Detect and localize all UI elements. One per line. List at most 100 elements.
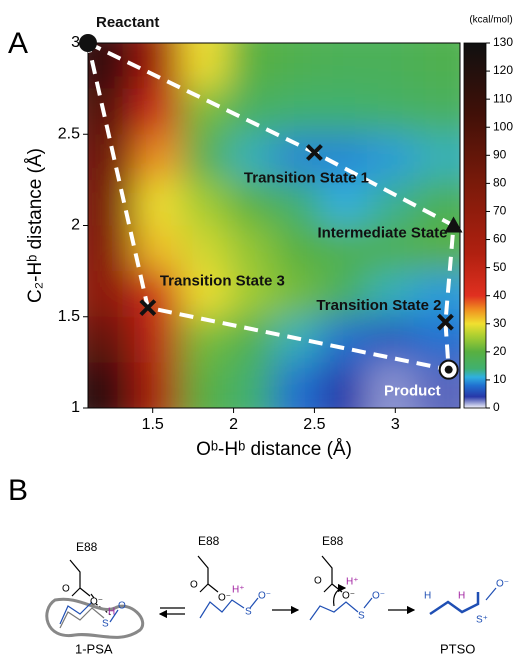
colorbar-tick-label: 120 — [493, 63, 513, 77]
heat-cell — [134, 134, 182, 181]
heat-cell — [274, 43, 321, 90]
heat-cell — [320, 271, 368, 318]
atom: O — [314, 576, 322, 587]
marker — [139, 299, 157, 317]
heat-cell — [88, 316, 135, 363]
heat-cell — [134, 43, 182, 90]
colorbar-tick-label: 40 — [493, 288, 507, 302]
colorbar-tick-label: 80 — [493, 176, 507, 190]
colorbar — [463, 42, 487, 409]
chain — [309, 601, 359, 621]
heat-cell — [367, 225, 414, 272]
atom: O⁻ — [218, 593, 231, 604]
heat-cell — [181, 134, 228, 181]
compound-label: PTSO — [440, 641, 475, 656]
marker — [444, 216, 463, 233]
atom: O — [118, 601, 126, 612]
point-label: Transition State 1 — [244, 169, 369, 186]
compound-label: 1-PSA — [75, 641, 113, 656]
bond — [321, 555, 343, 593]
heat-cell — [274, 225, 321, 272]
x-tick-label: 1.5 — [142, 416, 164, 433]
heat-cell — [367, 179, 414, 226]
colorbar-tick-label: 60 — [493, 232, 507, 246]
heat-cell — [320, 362, 368, 408]
colorbar-tick-label: 70 — [493, 204, 507, 218]
pocket — [45, 597, 144, 639]
equilibrium-arrow — [160, 608, 185, 614]
point-label: Transition State 3 — [160, 273, 285, 290]
bond — [485, 587, 497, 601]
x-axis-title: Oᵇ-Hᵇ distance (Å) — [196, 439, 352, 460]
heat-cell — [274, 271, 321, 318]
atom: O⁻ — [342, 591, 355, 602]
bond — [197, 555, 219, 593]
heat-cell — [88, 225, 135, 272]
heat-cell — [181, 88, 228, 135]
heat-cell — [88, 88, 135, 135]
enzyme-label: E88 — [76, 540, 98, 554]
heat-cell — [88, 271, 135, 318]
marker-dot — [444, 365, 453, 374]
atom: H — [424, 591, 431, 602]
atom: H⁺ — [346, 577, 359, 588]
heat-cell — [227, 271, 275, 318]
atom: O⁻ — [258, 591, 271, 602]
marker — [437, 313, 454, 331]
atom: S — [358, 611, 365, 622]
marker — [438, 359, 459, 380]
heat-cell — [134, 225, 182, 272]
heat-cell — [181, 225, 228, 272]
heat-cell — [88, 134, 135, 181]
y-tick-label: 2 — [71, 217, 80, 234]
bond — [109, 609, 119, 623]
heat-cell — [367, 362, 414, 408]
heat-cell — [181, 43, 228, 90]
point-label: Reactant — [96, 14, 159, 31]
heat-cell — [367, 88, 414, 135]
heat-cell — [413, 88, 460, 135]
atom: S⁺ — [476, 615, 488, 626]
marker — [306, 144, 323, 161]
heat-cell — [274, 179, 321, 226]
heat-cell — [413, 316, 460, 363]
enzyme-label: E88 — [322, 534, 344, 548]
heat-cell — [320, 225, 368, 272]
heat-cell — [320, 316, 368, 363]
colorbar-tick-label: 130 — [493, 35, 513, 49]
colorbar-tick-label: 20 — [493, 344, 507, 358]
heat-cell — [227, 43, 275, 90]
y-tick-label: 3 — [71, 34, 80, 51]
heat-cell — [227, 179, 275, 226]
heat-cell — [134, 362, 182, 408]
heat-cell — [367, 134, 414, 181]
heat-cell — [367, 43, 414, 90]
colorbar-tick-label: 50 — [493, 260, 507, 274]
heat-cell — [274, 362, 321, 408]
bond — [69, 559, 95, 599]
colorbar-tick-label: 30 — [493, 316, 507, 330]
heat-cell — [88, 362, 135, 408]
heat-cell — [181, 271, 228, 318]
y-tick-label: 1 — [71, 399, 80, 416]
colorbar-tick-label: 90 — [493, 147, 507, 161]
enzyme-label: E88 — [198, 534, 220, 548]
chain — [59, 601, 93, 625]
heat-cell — [320, 179, 368, 226]
heat-cell — [413, 134, 460, 181]
heat-cell — [320, 88, 368, 135]
colorbar-label: (kcal/mol) — [469, 15, 512, 26]
atom: S — [102, 619, 109, 630]
overlay: 1.5 2 2.5 3 1 1.5 2 2.5 3 Oᵇ-Hᵇ distance (Å) C₂-Hᵇ… — [25, 14, 513, 460]
chain — [429, 592, 480, 616]
point-label: Intermediate State — [317, 224, 447, 241]
heat-cell — [227, 362, 275, 408]
heat-cell — [274, 134, 321, 181]
x-tick-label: 2.5 — [303, 416, 325, 433]
colorbar-tick-label: 0 — [493, 400, 500, 414]
heat-cell — [274, 88, 321, 135]
colorbar-tick-label: 10 — [493, 372, 507, 386]
atom: O⁻ — [90, 597, 103, 608]
y-tick-label: 1.5 — [58, 308, 80, 325]
atom: H⁺ — [232, 585, 245, 596]
